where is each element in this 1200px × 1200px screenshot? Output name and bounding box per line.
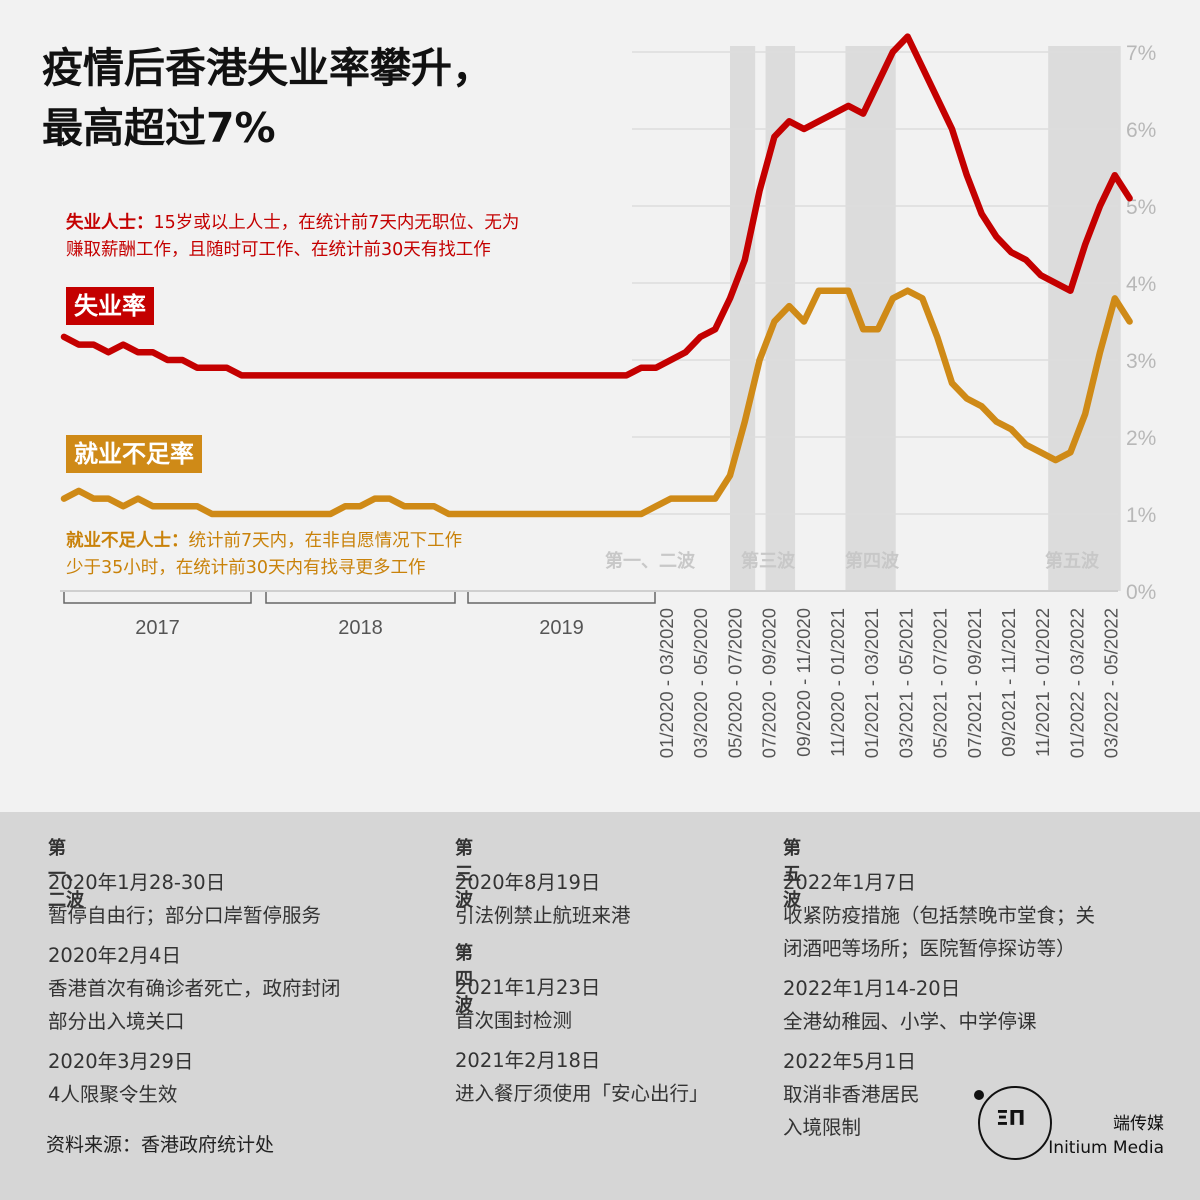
- y-tick-label: 5%: [1126, 196, 1156, 219]
- wave-label: 第四波: [845, 550, 900, 572]
- y-tick-label: 4%: [1126, 273, 1156, 296]
- note-date: 2020年2月4日: [48, 944, 181, 967]
- brand-name-cn: 端传媒: [1113, 1114, 1164, 1134]
- initium-logo: ΞΠ: [974, 1086, 1052, 1160]
- logo-dot: [974, 1090, 984, 1100]
- chart-title: 疫情后香港失业率攀升， 最高超过7%: [42, 38, 493, 158]
- y-tick-label: 7%: [1126, 42, 1156, 65]
- note-date: 2021年2月18日: [455, 1049, 601, 1072]
- note-text: 进入餐厅须使用「安心出行」: [455, 1082, 709, 1105]
- line-chart: 0% 1% 2% 3% 4% 5% 6% 7% 第一、二波 第三波 第四波 第五波 2017 2018 20…: [60, 33, 1156, 758]
- note-text: 4人限聚令生效: [48, 1083, 178, 1106]
- note-text: 闭酒吧等场所；医院暂停探访等）: [783, 937, 1076, 960]
- x-period-label: 09/2020 - 11/2020: [793, 608, 814, 757]
- year-bracket: [63, 592, 252, 604]
- x-year-label: 2019: [539, 617, 584, 639]
- x-year-label: 2018: [338, 617, 383, 639]
- wave-heading: 第一、二波: [48, 838, 84, 911]
- y-tick-label: 6%: [1126, 119, 1156, 142]
- unemployed-definition: 失业人士：15岁或以上人士，在统计前7天内无职位、无为 赚取薪酬工作，且随时可工…: [66, 210, 519, 264]
- unemployment-series-label: 失业率: [66, 287, 154, 325]
- x-period-label: 07/2020 - 09/2020: [759, 608, 780, 758]
- note-text: 全港幼稚园、小学、中学停课: [783, 1010, 1037, 1033]
- wave-label: 第三波: [741, 550, 796, 572]
- year-bracket: [467, 592, 656, 604]
- note-text: 暂停自由行；部分口岸暂停服务: [48, 904, 322, 927]
- x-period-label: 07/2021 - 09/2021: [964, 608, 985, 758]
- underemployed-definition: 就业不足人士：统计前7天内，在非自愿情况下工作 少于35小时，在统计前30天内有…: [66, 528, 462, 582]
- brand-name-en: Initium Media: [1048, 1138, 1164, 1158]
- wave-heading: 第四波: [455, 943, 473, 1016]
- note-date: 2022年1月7日: [783, 871, 916, 894]
- x-period-label: 09/2021 - 11/2021: [998, 608, 1019, 757]
- y-tick-label: 0%: [1126, 581, 1156, 604]
- y-tick-label: 1%: [1126, 504, 1156, 527]
- note-text: 引法例禁止航班来港: [455, 904, 631, 927]
- note-date: 2020年1月28-30日: [48, 871, 226, 894]
- note-date: 2020年8月19日: [455, 871, 601, 894]
- x-period-label: 11/2020 - 01/2021: [827, 608, 848, 757]
- x-period-label: 03/2020 - 05/2020: [690, 608, 711, 758]
- wave-band-3: [845, 46, 896, 591]
- x-period-label: 01/2022 - 03/2022: [1066, 608, 1087, 758]
- wave-band-1: [730, 46, 756, 591]
- wave-heading: 第五波: [783, 838, 801, 911]
- year-bracket: [265, 592, 456, 604]
- wave-label: 第五波: [1045, 550, 1100, 572]
- brand-name: 端传媒 Initium Media: [1040, 1112, 1164, 1160]
- x-period-label: 01/2021 - 03/2021: [861, 608, 882, 758]
- title-line-2: 最高超过7%: [42, 104, 276, 152]
- note-date: 2021年1月23日: [455, 976, 601, 999]
- note-text: 入境限制: [783, 1116, 862, 1139]
- x-period-label: 05/2020 - 07/2020: [724, 608, 745, 758]
- x-period-label: 11/2021 - 01/2022: [1032, 608, 1053, 757]
- unemployed-definition-line1: 15岁或以上人士，在统计前7天内无职位、无为: [153, 213, 520, 233]
- x-year-label: 2017: [135, 617, 180, 639]
- underemployment-rate-line: [60, 287, 1133, 518]
- note-date: 2020年3月29日: [48, 1050, 194, 1073]
- wave-heading: 第三波: [455, 838, 473, 911]
- y-tick-label: 2%: [1126, 427, 1156, 450]
- x-period-label: 05/2021 - 07/2021: [930, 608, 951, 758]
- x-period-label: 03/2022 - 05/2022: [1101, 608, 1122, 758]
- y-tick-label: 3%: [1126, 350, 1156, 373]
- x-period-label: 01/2020 - 03/2020: [656, 608, 677, 758]
- x-period-label: 03/2021 - 05/2021: [895, 608, 916, 758]
- underemployed-definition-line2: 少于35小时，在统计前30天内有找寻更多工作: [66, 558, 426, 578]
- note-text: 收紧防疫措施（包括禁晚市堂食；关: [783, 904, 1096, 927]
- unemployed-definition-line2: 赚取薪酬工作，且随时可工作、在统计前30天有找工作: [66, 240, 491, 260]
- wave-label: 第一、二波: [605, 550, 696, 572]
- data-source: 资料来源：香港政府统计处: [46, 1134, 275, 1156]
- unemployment-rate-line: [60, 33, 1133, 379]
- title-line-1: 疫情后香港失业率攀升，: [42, 44, 493, 92]
- underemployment-series-label: 就业不足率: [66, 435, 202, 473]
- note-text: 部分出入境关口: [48, 1010, 185, 1033]
- unemployed-definition-term: 失业人士：: [66, 213, 154, 233]
- note-text: 首次围封检测: [455, 1009, 573, 1032]
- underemployed-definition-line1: 统计前7天内，在非自愿情况下工作: [188, 531, 463, 551]
- note-text: 香港首次有确诊者死亡，政府封闭: [48, 977, 341, 1000]
- note-text: 取消非香港居民: [783, 1083, 920, 1106]
- underemployed-definition-term: 就业不足人士：: [66, 531, 189, 551]
- note-date: 2022年1月14-20日: [783, 977, 961, 1000]
- logo-mark: ΞΠ: [996, 1106, 1026, 1130]
- note-date: 2022年5月1日: [783, 1050, 916, 1073]
